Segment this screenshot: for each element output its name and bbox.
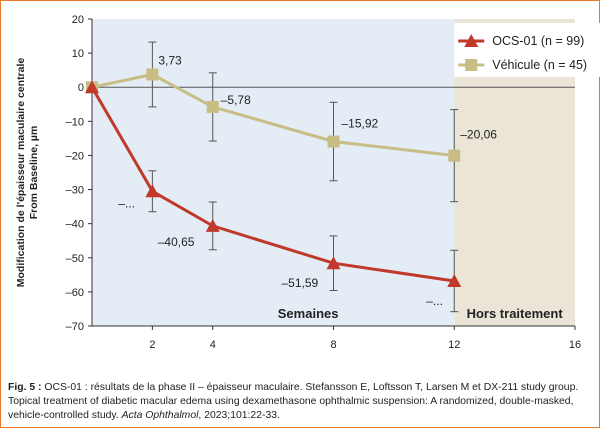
y-axis-title-line2: From Baseline, µm: [28, 126, 40, 220]
data-point-triangle: [447, 273, 462, 287]
y-tick-label: 10: [72, 48, 84, 60]
x-tick-label: 16: [569, 339, 581, 351]
data-point-triangle: [326, 256, 341, 270]
y-tick-label: 0: [78, 82, 84, 94]
data-point-square: [327, 135, 340, 148]
y-tick-label: –30: [66, 185, 84, 197]
data-point-triangle: [145, 184, 160, 198]
data-label: –20,06: [460, 128, 497, 142]
data-point-triangle: [205, 218, 220, 232]
x-axis-label: Semaines: [278, 306, 339, 321]
data-label: –40,65: [158, 235, 195, 249]
caption-fig-label: Fig. 5 :: [8, 382, 42, 393]
legend-label-0: OCS-01 (n = 99): [492, 34, 584, 48]
data-point-square: [206, 100, 219, 113]
x-tick-label: 8: [330, 339, 336, 351]
caption-text-2: , 2023;101:22-33.: [198, 410, 280, 421]
data-label: –...: [426, 294, 443, 308]
y-tick-label: –70: [66, 321, 84, 333]
x-tick-label: 4: [210, 339, 216, 351]
legend-box: [454, 23, 600, 77]
figure-caption: Fig. 5 : OCS-01 : résultats de la phase …: [8, 381, 596, 423]
x-tick-label: 2: [149, 339, 155, 351]
data-point-square: [146, 68, 159, 81]
data-label: –51,59: [282, 276, 319, 290]
data-label: –5,78: [221, 93, 251, 107]
caption-text-1: OCS-01 : résultats de la phase II – épai…: [8, 382, 579, 421]
y-axis-title-line1: Modification de l'épaisseur maculaire ce…: [15, 58, 27, 288]
off-treatment-label: Hors traitement: [467, 306, 564, 321]
treatment-region-bg: [92, 19, 455, 326]
y-tick-label: 20: [72, 14, 84, 26]
y-tick-label: –40: [66, 219, 84, 231]
caption-journal: Acta Ophthalmol: [121, 410, 199, 421]
y-tick-label: –50: [66, 253, 84, 265]
y-tick-label: –20: [66, 150, 84, 162]
data-point-square: [448, 149, 461, 162]
legend-label-1: Véhicule (n = 45): [492, 58, 587, 72]
legend-marker-triangle: [464, 34, 479, 47]
data-label: 3,73: [158, 53, 182, 67]
y-tick-label: –10: [66, 116, 84, 128]
line-chart: 20 10 0 –10 –20 –30 –40 –50 –60 –70 2 4 8 12 16 Semaine…: [15, 14, 600, 351]
data-label: –15,92: [342, 117, 379, 131]
legend-marker-square: [465, 59, 478, 71]
y-tick-label: –60: [66, 287, 84, 299]
data-label: –...: [118, 196, 135, 210]
x-tick-label: 12: [448, 339, 460, 351]
data-point-triangle: [85, 80, 99, 94]
